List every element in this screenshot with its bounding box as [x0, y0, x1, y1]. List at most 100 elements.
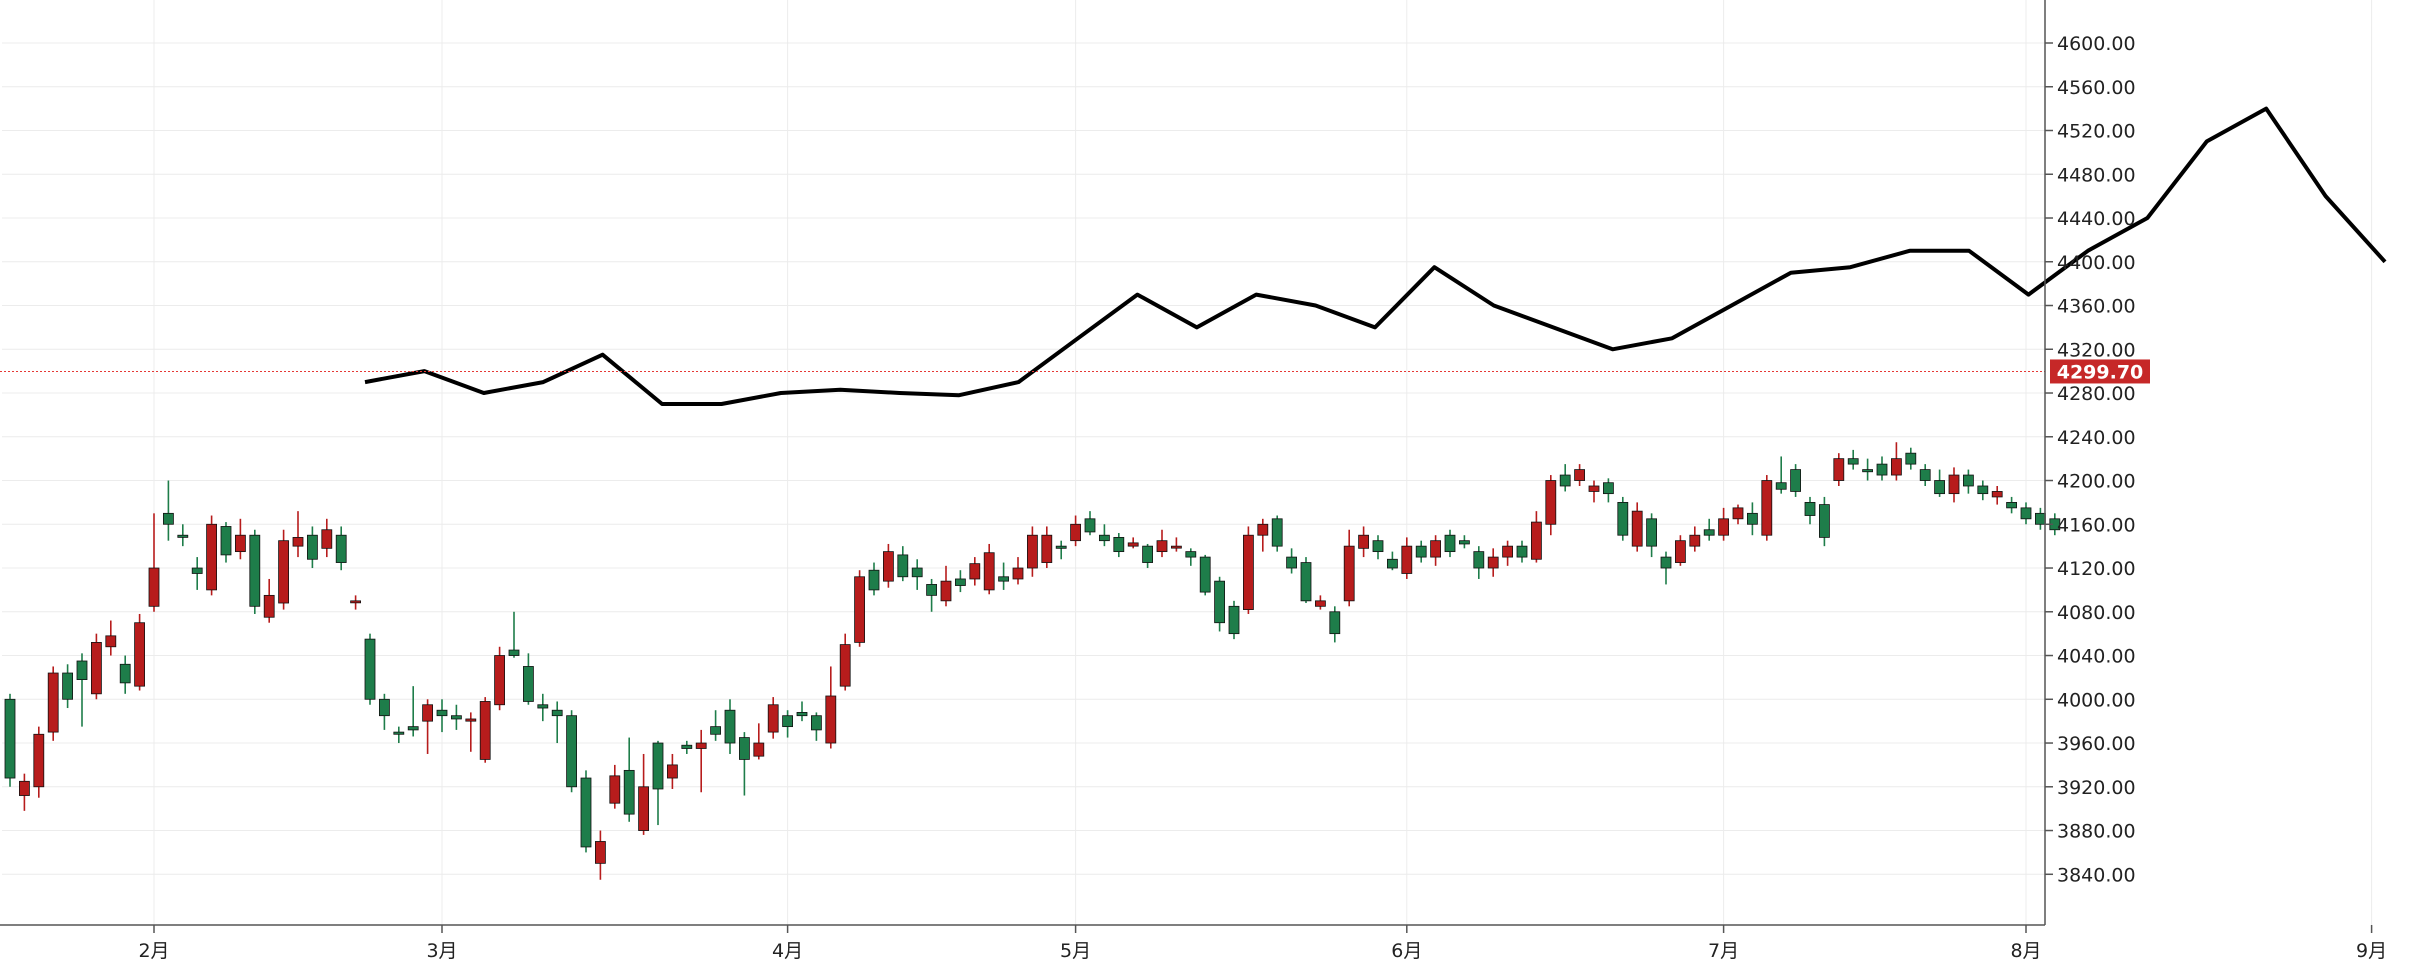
- candle-body: [1862, 469, 1873, 473]
- candle: [998, 562, 1009, 590]
- y-tick-label: 3840.00: [2057, 864, 2136, 886]
- candle: [1876, 456, 1888, 481]
- candle: [1545, 475, 1557, 536]
- candle: [1387, 551, 1398, 571]
- candle: [2020, 502, 2032, 525]
- candle: [839, 633, 851, 691]
- overlay-series: [364, 106, 2387, 406]
- candle: [940, 565, 952, 607]
- candle-body: [2020, 507, 2032, 520]
- candle-body: [1891, 458, 1902, 476]
- candle-body: [2006, 501, 2017, 509]
- candle: [1329, 606, 1341, 643]
- candle-body: [1372, 540, 1384, 553]
- candle-body: [1401, 545, 1413, 574]
- candle: [1531, 511, 1542, 563]
- candle-body: [1545, 480, 1557, 525]
- x-tick-label: 5月: [1060, 940, 1091, 961]
- candle: [177, 524, 189, 547]
- candle-body: [1631, 510, 1643, 547]
- candle: [1963, 469, 1974, 494]
- candle-body: [926, 584, 937, 596]
- candle: [1300, 557, 1312, 604]
- candle-body: [854, 576, 865, 643]
- candle-body: [1502, 545, 1513, 558]
- candle: [695, 729, 707, 793]
- candle-body: [1459, 540, 1470, 545]
- candle-body: [1156, 540, 1168, 553]
- candle: [134, 613, 146, 691]
- candle-body: [134, 622, 146, 687]
- candle: [450, 704, 462, 730]
- candle: [508, 611, 520, 658]
- candle-body: [1358, 534, 1369, 549]
- candle: [1444, 529, 1456, 558]
- candle: [1617, 496, 1629, 541]
- candle: [1747, 502, 1758, 536]
- y-tick-label: 4200.00: [2057, 471, 2136, 493]
- candle-body: [782, 715, 793, 728]
- candle: [897, 546, 909, 582]
- candle: [1603, 478, 1614, 503]
- candle-body: [422, 704, 434, 722]
- candle: [825, 666, 837, 749]
- candle: [955, 570, 966, 593]
- candle-body: [1761, 480, 1773, 536]
- candle-body: [1833, 458, 1845, 481]
- y-tick-label: 4520.00: [2057, 121, 2136, 143]
- candle-body: [1127, 542, 1139, 547]
- x-tick-label: 3月: [426, 940, 457, 961]
- y-tick-label: 4480.00: [2057, 164, 2136, 186]
- candle-body: [4, 698, 16, 779]
- candle-body: [1531, 521, 1542, 560]
- candle-body: [1199, 556, 1211, 593]
- candle: [1343, 529, 1355, 607]
- candle-body: [148, 567, 160, 607]
- candle: [1574, 464, 1585, 486]
- candle: [393, 726, 405, 744]
- candle: [1502, 540, 1513, 566]
- y-tick-label: 4160.00: [2057, 514, 2136, 536]
- candle: [1228, 600, 1240, 640]
- candle: [1660, 551, 1672, 585]
- y-tick-label: 4000.00: [2057, 689, 2136, 711]
- candle-body: [407, 726, 419, 731]
- candle-body: [191, 567, 203, 574]
- candle-body: [710, 726, 721, 735]
- candle: [1732, 504, 1744, 525]
- candle-body: [1718, 518, 1729, 536]
- candle: [595, 830, 606, 880]
- candle-body: [638, 786, 649, 831]
- candle-body: [1171, 545, 1182, 549]
- candle-body: [839, 644, 851, 687]
- candle-body: [1675, 540, 1686, 563]
- candle-body: [1876, 463, 1888, 476]
- candle: [638, 753, 649, 835]
- candle: [1991, 485, 2003, 505]
- candle: [105, 620, 117, 656]
- candle-body: [969, 563, 981, 580]
- candle-body: [911, 567, 923, 578]
- x-tick-label: 4月: [772, 940, 803, 961]
- candle-body: [955, 578, 966, 586]
- candle-body: [1113, 536, 1125, 553]
- candle-body: [33, 733, 45, 788]
- candle-body: [350, 600, 362, 604]
- candle: [1689, 526, 1701, 552]
- y-tick-label: 4280.00: [2057, 383, 2136, 405]
- candle-body: [18, 780, 30, 796]
- candle: [76, 653, 88, 727]
- candle: [1891, 442, 1902, 481]
- candle-body: [162, 512, 174, 525]
- candle-body: [292, 536, 304, 547]
- candle-body: [1703, 529, 1715, 536]
- x-tick-label: 8月: [2010, 940, 2041, 961]
- candle: [191, 557, 203, 590]
- candle-body: [1300, 562, 1312, 602]
- candle-body: [263, 594, 275, 618]
- candle: [1905, 447, 1917, 470]
- candle-body: [1444, 534, 1456, 553]
- grid-lines: [2, 0, 2373, 925]
